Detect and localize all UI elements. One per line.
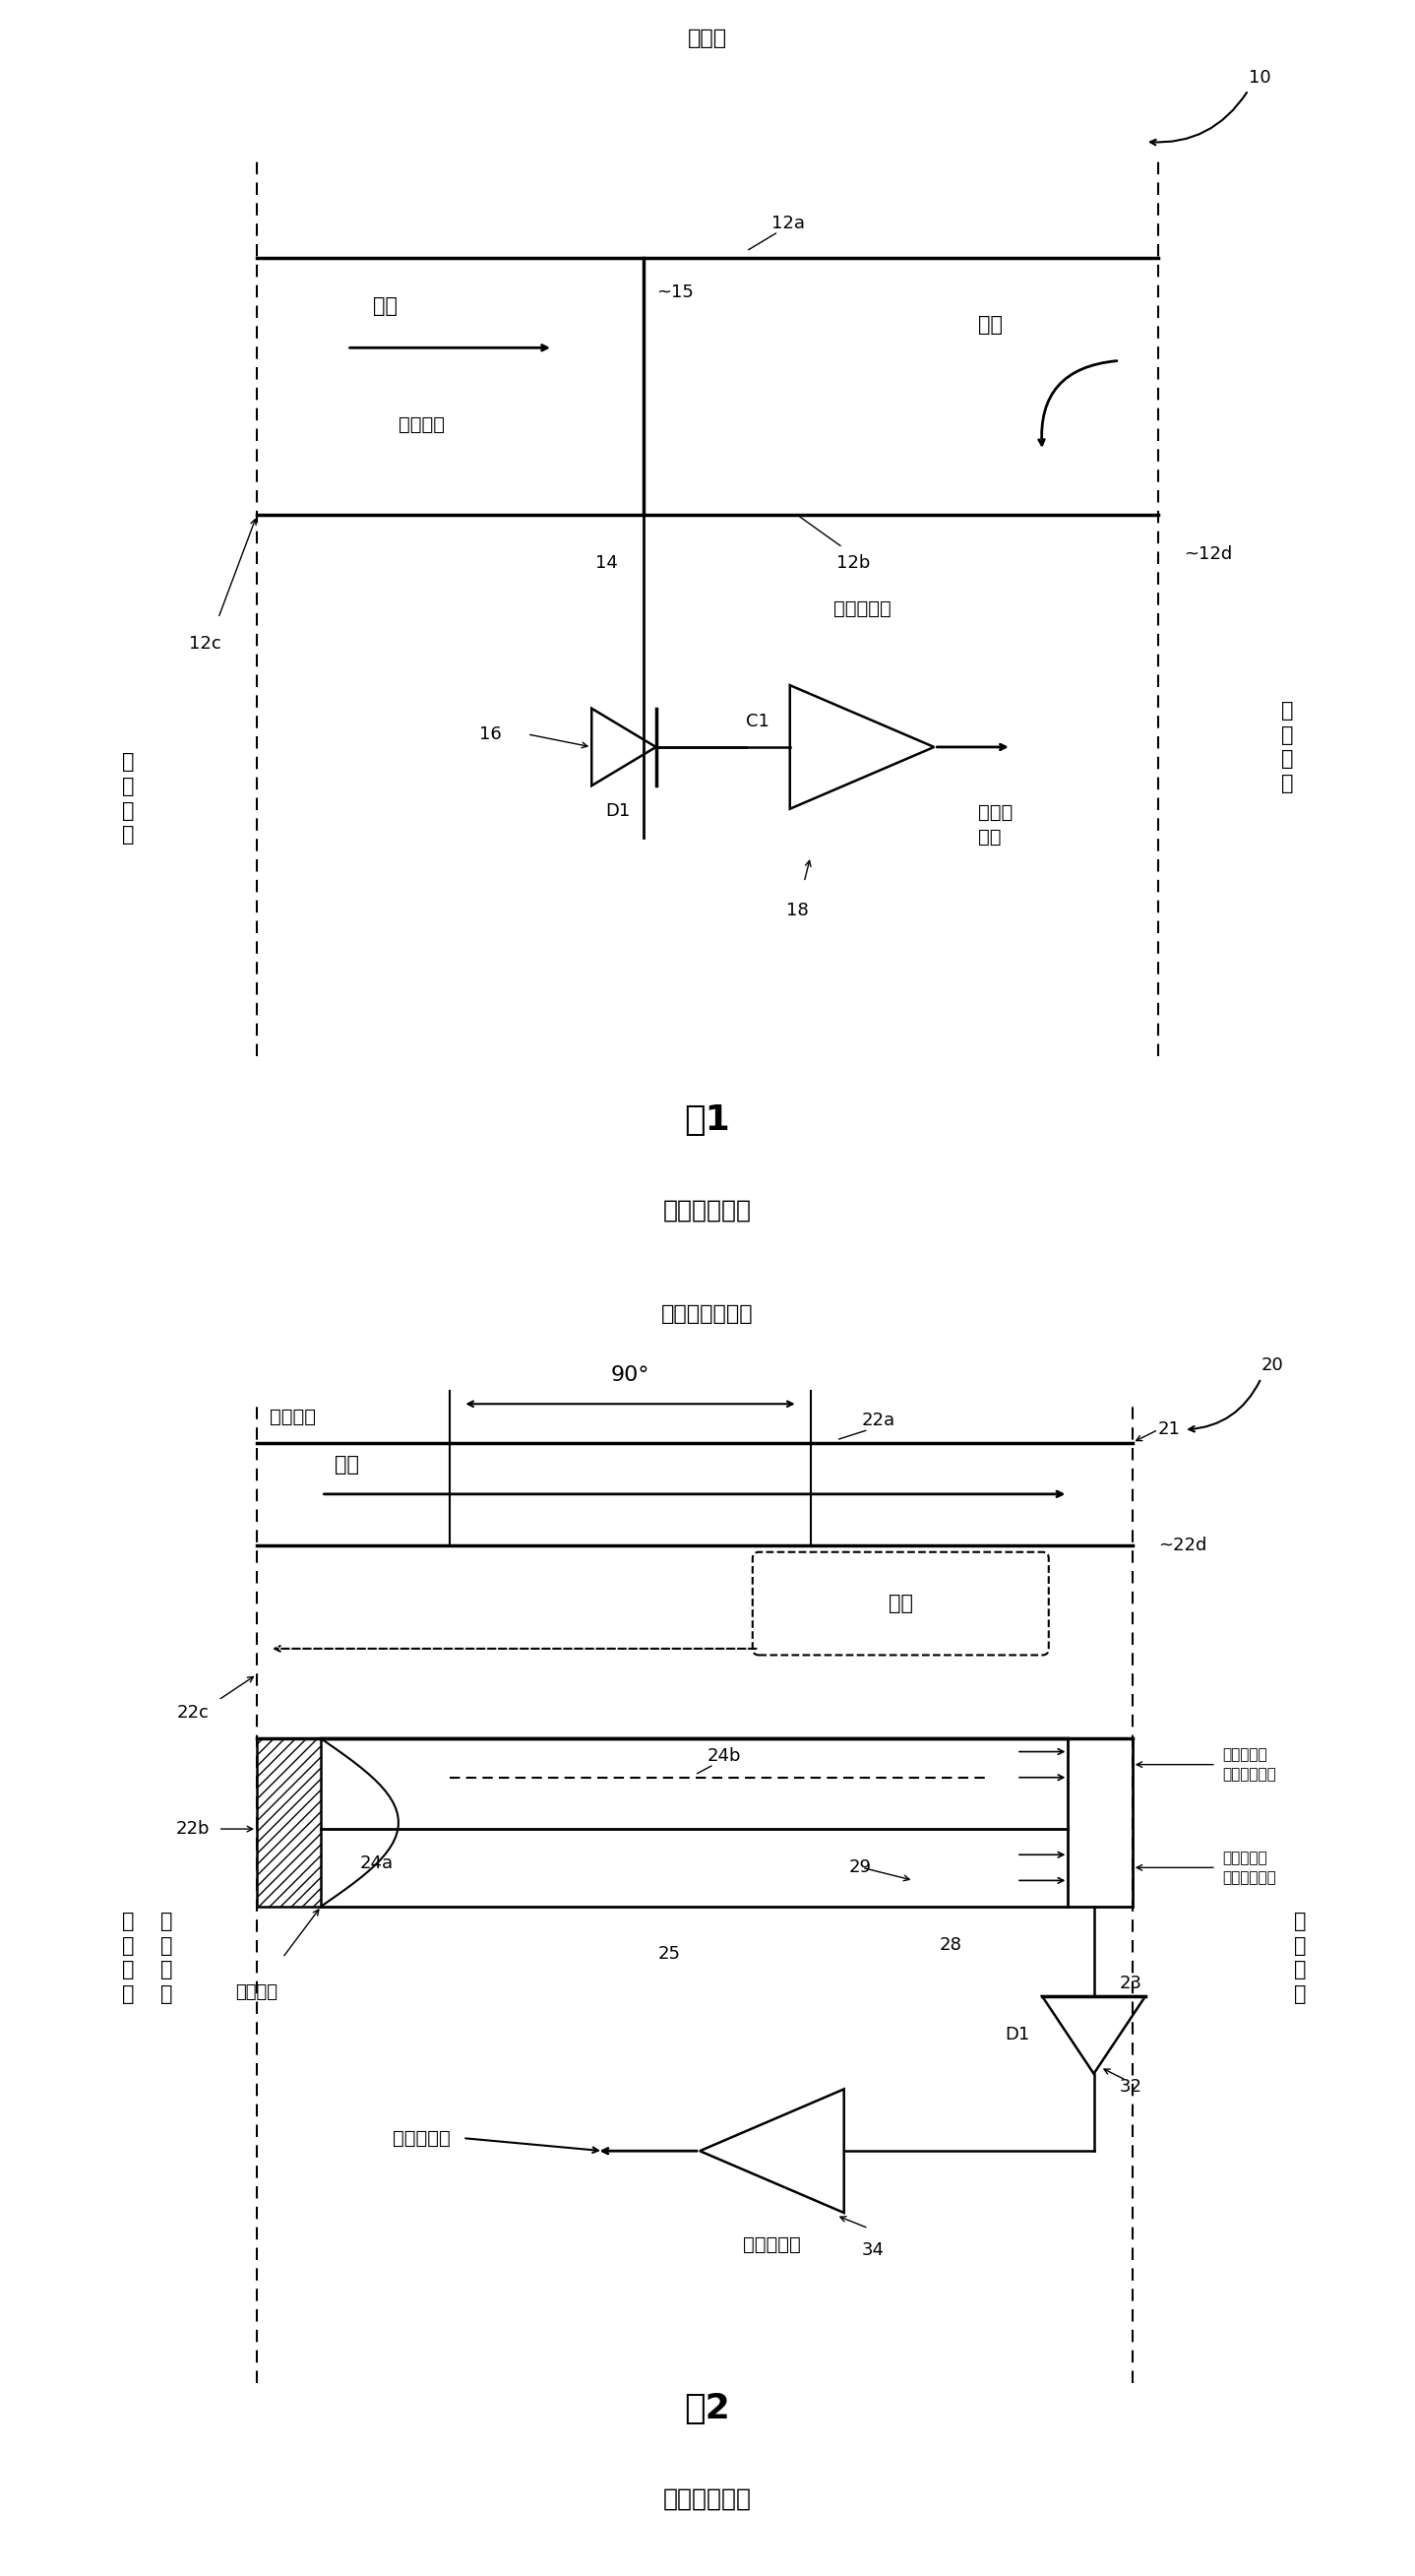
Text: D1: D1 [1005, 2027, 1029, 2043]
Text: 24b: 24b [708, 1747, 741, 1765]
Text: 12c: 12c [190, 636, 222, 652]
Text: （现有技术）: （现有技术） [664, 1198, 751, 1224]
Text: 图2: 图2 [685, 2393, 730, 2424]
Text: 波导末端: 波导末端 [236, 1984, 277, 2002]
Text: 24a: 24a [359, 1855, 393, 1873]
Text: 29: 29 [849, 1860, 872, 1875]
Text: 前进: 前进 [372, 296, 398, 317]
Text: 缓冲放大器: 缓冲放大器 [833, 600, 891, 618]
Text: 缓冲放大器: 缓冲放大器 [743, 2236, 801, 2254]
Text: （波导）: （波导） [399, 415, 444, 435]
Text: 34: 34 [862, 2241, 884, 2259]
Text: 检测器
输出: 检测器 输出 [978, 804, 1013, 845]
Text: 18: 18 [787, 902, 809, 920]
Text: 耦合的反射
信号（异相）: 耦合的反射 信号（异相） [1223, 1747, 1276, 1783]
Text: 23: 23 [1119, 1976, 1142, 1991]
Text: 22a: 22a [862, 1412, 896, 1430]
Text: ~15: ~15 [657, 283, 693, 301]
Text: （现有技术）: （现有技术） [664, 2486, 751, 2512]
Text: 12a: 12a [771, 214, 805, 232]
Text: 22b: 22b [175, 1821, 209, 1837]
Text: 16: 16 [480, 726, 501, 742]
Text: 32: 32 [1119, 2079, 1142, 2094]
Text: 21: 21 [1157, 1422, 1180, 1437]
Text: 单探头: 单探头 [688, 28, 727, 49]
Text: 负
载
平
面: 负 载 平 面 [1281, 701, 1293, 793]
Text: 负
载
平
面: 负 载 平 面 [1293, 1911, 1306, 2004]
Text: （波导）: （波导） [270, 1406, 316, 1427]
Text: 输
入
平
面: 输 入 平 面 [160, 1911, 173, 2004]
Text: 14: 14 [594, 554, 617, 572]
Text: 输
入
平
面: 输 入 平 面 [122, 1911, 134, 2004]
Text: 图1: 图1 [685, 1105, 730, 1136]
Text: D1: D1 [606, 804, 630, 819]
Text: 前进: 前进 [334, 1455, 359, 1473]
Text: 方向波导耦合器: 方向波导耦合器 [661, 1303, 754, 1324]
Bar [1068, 1739, 1132, 1906]
Text: C1: C1 [746, 714, 770, 729]
Text: 反射: 反射 [978, 314, 1003, 335]
Text: 反射: 反射 [889, 1595, 913, 1613]
Bar [258, 1739, 321, 1906]
Text: 22c: 22c [177, 1705, 208, 1721]
Text: ~12d: ~12d [1184, 546, 1232, 562]
Text: 28: 28 [940, 1937, 962, 1953]
Text: 20: 20 [1261, 1358, 1283, 1373]
Text: 检测器输出: 检测器输出 [392, 2128, 450, 2148]
Text: 耦合的前进
信号（同相）: 耦合的前进 信号（同相） [1223, 1850, 1276, 1886]
Text: 90°: 90° [611, 1365, 649, 1383]
Text: 12b: 12b [836, 554, 870, 572]
Text: ~22d: ~22d [1157, 1538, 1207, 1553]
Text: 25: 25 [658, 1945, 681, 1963]
Text: 10: 10 [1248, 70, 1271, 85]
Text: 输
入
平
面: 输 入 平 面 [122, 752, 134, 845]
